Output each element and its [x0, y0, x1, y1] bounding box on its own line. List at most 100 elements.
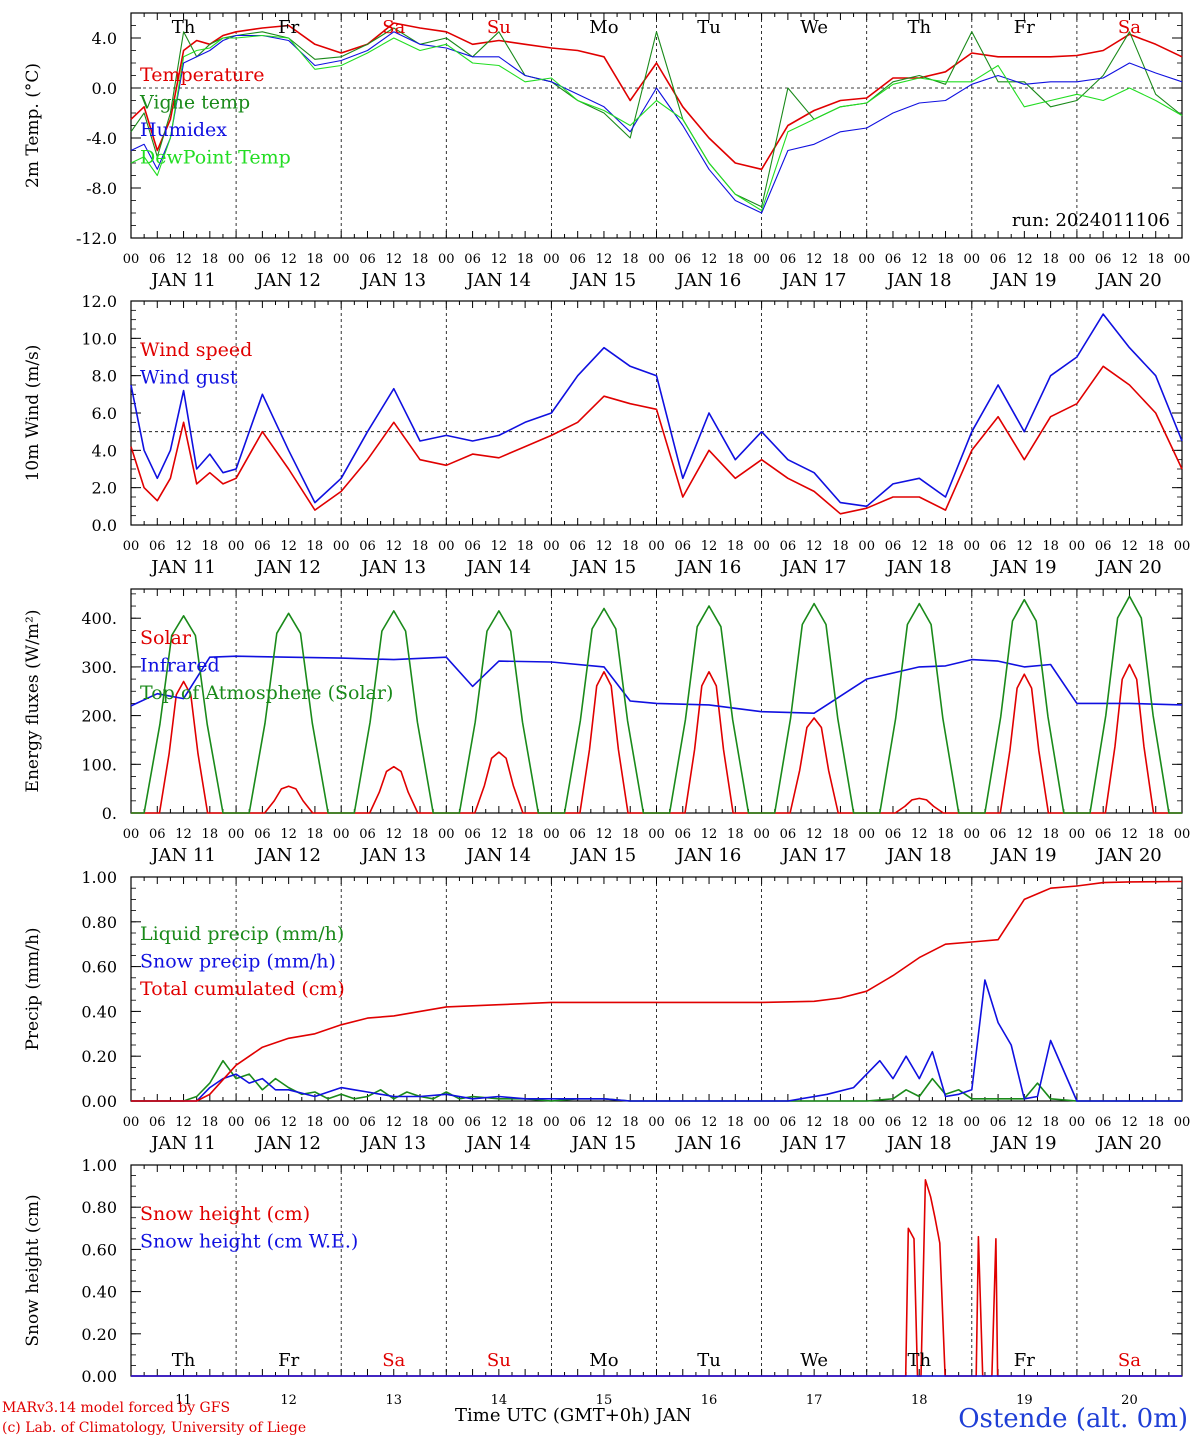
- x-day-number: 18: [911, 1393, 928, 1408]
- x-axis-title: Time UTC (GMT+0h) JAN: [455, 1405, 692, 1426]
- series-line: [130, 27, 1183, 208]
- y-tick-label: 0.40: [81, 1283, 117, 1302]
- x-date-label: JAN 17: [780, 1133, 847, 1154]
- x-hour-label: 18: [832, 1115, 849, 1130]
- x-date-label: JAN 16: [675, 845, 742, 866]
- x-hour-label: 00: [543, 1115, 560, 1130]
- y-tick-label: 300.: [81, 658, 117, 677]
- x-hour-label: 06: [149, 252, 166, 267]
- day-of-week-label: Fr: [1014, 17, 1035, 38]
- x-hour-label: 00: [858, 827, 875, 842]
- x-hour-label: 00: [543, 827, 560, 842]
- x-hour-label: 12: [175, 1115, 192, 1130]
- y-tick-label: 0.0: [92, 79, 117, 98]
- x-hour-label: 18: [727, 252, 744, 267]
- legend-entry: Infrared: [140, 655, 220, 677]
- x-hour-label: 18: [1147, 827, 1164, 842]
- x-hour-label: 18: [622, 1115, 639, 1130]
- day-of-week-label: Su: [487, 17, 511, 38]
- panel-2: [130, 300, 1183, 526]
- panel-frame: [130, 12, 1183, 239]
- x-hour-label: 06: [254, 1115, 271, 1130]
- x-hour-label: 18: [937, 1115, 954, 1130]
- x-hour-label: 06: [675, 827, 692, 842]
- x-hour-label: 00: [123, 252, 140, 267]
- x-hour-label: 06: [464, 1115, 481, 1130]
- x-hour-label: 18: [1042, 539, 1059, 554]
- x-date-label: JAN 13: [359, 1133, 426, 1154]
- x-date-label: JAN 19: [990, 557, 1057, 578]
- x-hour-label: 18: [1042, 1115, 1059, 1130]
- x-date-label: JAN 15: [570, 270, 637, 291]
- day-of-week-label: We: [800, 1350, 828, 1371]
- y-tick-label: 0.20: [81, 1325, 117, 1344]
- x-hour-label: 18: [1042, 827, 1059, 842]
- x-hour-label: 00: [123, 539, 140, 554]
- x-hour-label: 06: [1095, 827, 1112, 842]
- x-hour-label: 06: [990, 1115, 1007, 1130]
- x-date-label: JAN 12: [254, 557, 321, 578]
- y-tick-label: 4.0: [92, 29, 117, 48]
- x-hour-label: 12: [280, 827, 297, 842]
- y-tick-label: 1.00: [81, 868, 117, 887]
- x-hour-label: 06: [780, 539, 797, 554]
- x-hour-label: 06: [359, 827, 376, 842]
- x-date-label: JAN 17: [780, 557, 847, 578]
- y-tick-label: 8.0: [92, 367, 117, 386]
- x-hour-label: 12: [701, 539, 718, 554]
- x-hour-label: 00: [543, 252, 560, 267]
- x-hour-label: 00: [1174, 827, 1191, 842]
- day-of-week-label: Fr: [278, 1350, 299, 1371]
- x-hour-label: 00: [333, 1115, 350, 1130]
- x-hour-label: 00: [964, 252, 981, 267]
- x-date-label: JAN 18: [885, 845, 952, 866]
- x-hour-label: 18: [1147, 252, 1164, 267]
- x-hour-label: 00: [123, 1115, 140, 1130]
- x-hour-label: 06: [569, 252, 586, 267]
- x-hour-label: 18: [832, 539, 849, 554]
- x-hour-label: 18: [517, 827, 534, 842]
- x-date-label: JAN 12: [254, 270, 321, 291]
- x-hour-label: 00: [1174, 1115, 1191, 1130]
- panel-3: [130, 588, 1183, 814]
- x-hour-label: 00: [1174, 252, 1191, 267]
- x-date-label: JAN 15: [570, 557, 637, 578]
- x-hour-label: 12: [280, 539, 297, 554]
- x-date-label: JAN 19: [990, 845, 1057, 866]
- x-hour-label: 00: [753, 252, 770, 267]
- legend-entry: Vigne temp: [139, 92, 250, 114]
- panel-4: [130, 876, 1183, 1102]
- x-hour-label: 18: [832, 827, 849, 842]
- day-of-week-label: Mo: [589, 1350, 618, 1371]
- y-tick-label: 0.60: [81, 958, 117, 977]
- x-hour-label: 06: [885, 1115, 902, 1130]
- x-hour-label: 12: [385, 827, 402, 842]
- x-hour-label: 06: [569, 1115, 586, 1130]
- x-date-label: JAN 16: [675, 270, 742, 291]
- legend-entry: Top of Atmosphere (Solar): [140, 682, 393, 704]
- x-date-label: JAN 14: [465, 557, 532, 578]
- panel-frame: [130, 300, 1183, 526]
- x-hour-label: 18: [832, 252, 849, 267]
- y-axis-label: 2m Temp. (°C): [23, 63, 43, 188]
- x-hour-label: 18: [622, 539, 639, 554]
- x-date-label: JAN 15: [570, 1133, 637, 1154]
- y-tick-label: 0.80: [81, 913, 117, 932]
- x-date-label: JAN 18: [885, 270, 952, 291]
- y-tick-label: 0.20: [81, 1047, 117, 1066]
- x-hour-label: 18: [307, 827, 324, 842]
- series-line: [130, 655, 1183, 714]
- x-hour-label: 18: [622, 827, 639, 842]
- x-hour-label: 12: [1121, 827, 1138, 842]
- x-hour-label: 00: [228, 539, 245, 554]
- legend-entry: Wind gust: [140, 367, 238, 389]
- day-of-week-label: Th: [172, 1350, 196, 1371]
- x-hour-label: 12: [806, 827, 823, 842]
- x-hour-label: 18: [937, 252, 954, 267]
- y-tick-label: 200.: [81, 707, 117, 726]
- x-hour-label: 00: [438, 1115, 455, 1130]
- x-hour-label: 12: [701, 252, 718, 267]
- series-line: [131, 880, 1183, 1102]
- x-hour-label: 18: [412, 252, 429, 267]
- x-hour-label: 12: [701, 1115, 718, 1130]
